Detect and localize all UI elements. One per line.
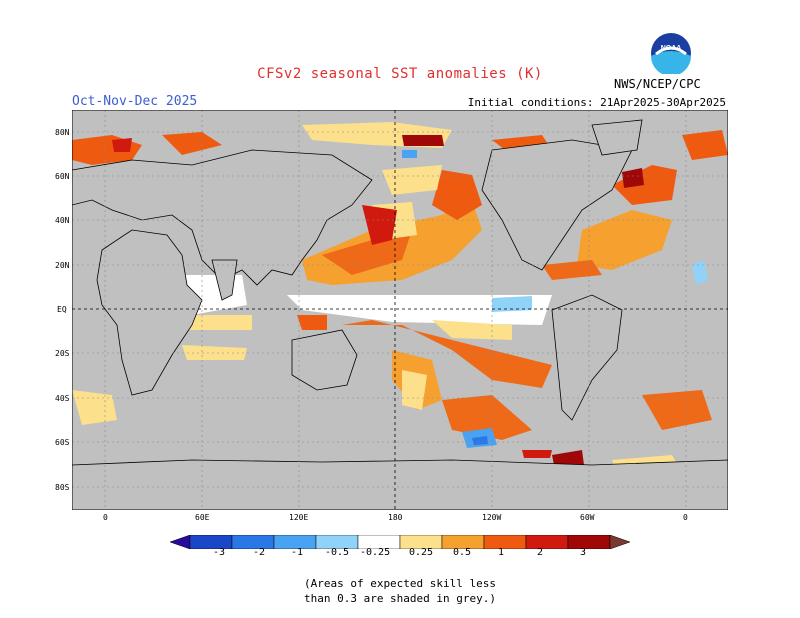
- colorbar-label: 3: [580, 547, 587, 558]
- agency-label: NWS/NCEP/CPC: [614, 77, 701, 91]
- map-title: CFSv2 seasonal SST anomalies (K): [257, 66, 543, 82]
- colorbar-label: 0.5: [453, 547, 472, 558]
- continents: [72, 119, 728, 510]
- lat-label: 40S: [55, 394, 70, 403]
- noaa-logo: NOAA: [651, 33, 691, 74]
- colorbar-label: -3: [213, 547, 226, 558]
- initial-conditions-label: Initial conditions: 21Apr2025-30Apr2025: [467, 96, 726, 109]
- colorbar-swatch: [525, 535, 569, 549]
- colorbar-swatch: [189, 535, 233, 549]
- lat-label: 80S: [55, 483, 70, 492]
- colorbar-swatch: [170, 535, 191, 549]
- colorbar-label: 1: [498, 547, 505, 558]
- colorbar-label: -0.25: [360, 547, 391, 558]
- colorbar-label: 0.25: [409, 547, 434, 558]
- lon-label: 120W: [482, 513, 502, 522]
- lon-label: 180: [388, 513, 403, 522]
- colorbar-label: -2: [253, 547, 266, 558]
- lat-label: EQ: [57, 305, 67, 314]
- lat-label: 20N: [55, 261, 70, 270]
- colorbar-label: -1: [291, 547, 304, 558]
- skill-note-line1: (Areas of expected skill less: [303, 577, 497, 590]
- colorbar-swatch: [609, 535, 630, 549]
- colorbar-swatch: [567, 535, 611, 549]
- skill-note: (Areas of expected skill less than 0.3 a…: [0, 576, 800, 606]
- lat-label: 60N: [55, 172, 70, 181]
- colorbar-swatch: [483, 535, 527, 549]
- colorbar-label: 2: [537, 547, 544, 558]
- lat-label: 80N: [55, 128, 70, 137]
- lat-label: 20S: [55, 349, 70, 358]
- lon-label: 0: [683, 513, 688, 522]
- lon-label: 120E: [289, 513, 309, 522]
- skill-note-line2: than 0.3 are shaded in grey.): [303, 592, 497, 605]
- logo-text: NOAA: [661, 45, 682, 52]
- lon-label: 0: [103, 513, 108, 522]
- colorbar: [170, 535, 630, 549]
- sst-anomaly-map: [72, 110, 728, 510]
- lat-label: 40N: [55, 216, 70, 225]
- lon-label: 60E: [195, 513, 210, 522]
- anomaly-regions: [72, 122, 728, 475]
- lat-label: 60S: [55, 438, 70, 447]
- lon-label: 60W: [580, 513, 595, 522]
- graticule: [72, 110, 728, 510]
- equator-dateline: [72, 110, 728, 510]
- colorbar-label: -0.5: [325, 547, 350, 558]
- season-label: Oct-Nov-Dec 2025: [72, 94, 198, 109]
